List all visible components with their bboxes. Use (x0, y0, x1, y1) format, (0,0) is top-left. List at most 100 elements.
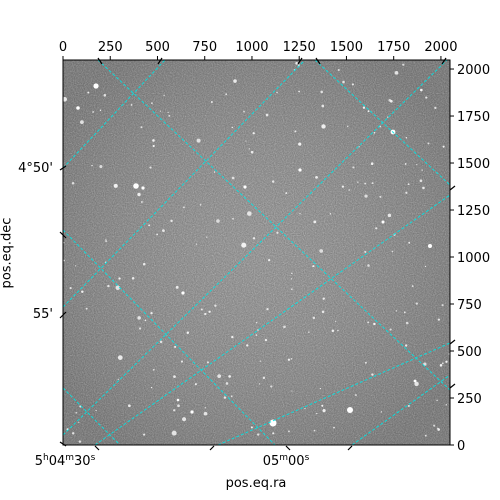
wcs-tick (285, 445, 291, 451)
star (143, 433, 146, 436)
star (370, 162, 374, 165)
star (150, 386, 153, 389)
right-pixel-axis: 0 250 500 750 1000 1250 1500 1750 2000 (450, 63, 490, 454)
star (156, 233, 158, 236)
right-tick-label: 1500 (457, 157, 490, 172)
star (180, 360, 184, 363)
star (195, 243, 198, 245)
star (321, 124, 326, 129)
star (92, 111, 94, 113)
star (258, 383, 261, 385)
sky-image (63, 60, 450, 445)
star (304, 408, 306, 410)
top-tick-label: 2000 (424, 40, 457, 55)
star (168, 114, 171, 117)
star (313, 429, 316, 432)
wcs-tick (59, 231, 67, 239)
star (423, 362, 427, 366)
star (152, 368, 155, 371)
star (118, 277, 121, 280)
top-tick-label: 750 (192, 40, 217, 55)
star (351, 83, 354, 86)
star (341, 185, 345, 188)
star (182, 206, 185, 209)
wcs-tick (315, 57, 321, 65)
star (291, 390, 293, 392)
star (171, 430, 177, 436)
star (210, 101, 213, 103)
star (177, 404, 180, 408)
star (255, 322, 258, 324)
star (422, 186, 425, 190)
star (233, 79, 237, 83)
top-tick-label: 1000 (235, 40, 268, 55)
dec-tick-label-1: 4°50' (18, 161, 53, 176)
star (425, 96, 428, 99)
ra-tick-label-1: 5h04m30s (35, 453, 96, 469)
star (152, 139, 155, 142)
star (247, 211, 252, 216)
star (196, 138, 201, 143)
star (117, 378, 119, 380)
star (173, 409, 176, 412)
star (407, 183, 410, 186)
star (405, 191, 408, 194)
bright-star (76, 106, 80, 110)
star (371, 373, 374, 376)
star (291, 272, 293, 275)
star (364, 250, 367, 254)
star (420, 88, 423, 92)
star (402, 63, 405, 66)
bright-star (181, 291, 185, 295)
star (107, 284, 110, 288)
star (312, 316, 316, 320)
star (342, 80, 345, 84)
top-tick-label: 500 (145, 40, 170, 55)
ra-tick-label-2: 05m00s (263, 453, 310, 469)
star (434, 106, 437, 110)
star (321, 104, 325, 108)
star (367, 321, 370, 324)
star (148, 224, 151, 227)
star (99, 109, 102, 112)
star (404, 311, 406, 314)
star (437, 318, 441, 321)
star (294, 130, 297, 133)
star (130, 103, 133, 106)
star (287, 358, 291, 361)
star (387, 213, 392, 218)
star (213, 171, 216, 173)
star (91, 164, 93, 167)
bright-star (190, 410, 194, 414)
star (75, 411, 78, 414)
star (408, 241, 411, 244)
star (441, 304, 444, 307)
right-tick-label: 750 (457, 298, 482, 313)
star (276, 91, 278, 94)
star (203, 411, 208, 416)
bright-star (413, 379, 417, 383)
star (63, 259, 66, 262)
star (144, 319, 147, 322)
bright-star (298, 168, 302, 172)
y-axis-label: pos.eq.dec (0, 218, 15, 289)
star (424, 434, 427, 437)
star (321, 310, 325, 314)
star (167, 111, 169, 114)
star (223, 396, 227, 399)
star (348, 189, 350, 191)
wcs-tick (449, 383, 456, 389)
star (200, 308, 203, 311)
star (69, 287, 72, 290)
grid-line (217, 342, 450, 445)
star (241, 242, 247, 248)
star (320, 90, 323, 94)
star (424, 265, 427, 268)
star (395, 310, 398, 312)
right-tick-label: 1750 (457, 110, 490, 125)
star (264, 338, 268, 342)
star (337, 68, 340, 71)
star (445, 404, 448, 406)
top-tick-label: 250 (98, 40, 123, 55)
star (71, 432, 75, 435)
